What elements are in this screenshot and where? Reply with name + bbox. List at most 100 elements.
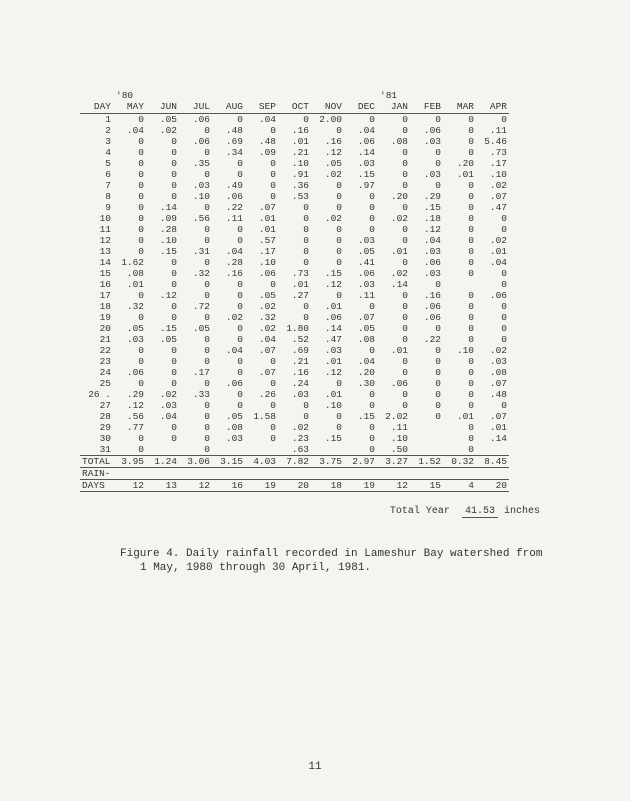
day-cell: 7 [80, 180, 113, 191]
month-header: OCT [278, 101, 311, 114]
value-cell: .01 [311, 389, 344, 400]
value-cell: .32 [179, 268, 212, 279]
value-cell: 0 [113, 356, 146, 367]
value-cell: .15 [146, 323, 179, 334]
table-row: 20.05.15.050.021.80.14.050000 [80, 323, 509, 334]
table-row: 30000.030.23.150.100.14 [80, 433, 509, 444]
value-cell: 0 [344, 202, 377, 213]
value-cell: 0 [212, 169, 245, 180]
total-year-value: 41.53 [462, 506, 498, 518]
value-cell: 0 [377, 202, 410, 213]
value-cell: 0 [377, 356, 410, 367]
value-cell: .08 [344, 334, 377, 345]
value-cell: 0 [113, 246, 146, 257]
value-cell: .04 [113, 125, 146, 136]
value-cell: 0 [311, 224, 344, 235]
day-cell: 27 [80, 400, 113, 411]
value-cell: 0 [146, 257, 179, 268]
value-cell: .06 [179, 114, 212, 126]
value-cell: 0 [146, 422, 179, 433]
table-row: 4000.34.09.21.12.14000.73 [80, 147, 509, 158]
value-cell: .48 [245, 136, 278, 147]
table-row: 600000.91.02.150.03.01.10 [80, 169, 509, 180]
value-cell [410, 444, 443, 456]
value-cell: 0 [377, 125, 410, 136]
value-cell: 0 [344, 345, 377, 356]
value-cell: .02 [377, 213, 410, 224]
value-cell: .01 [245, 224, 278, 235]
value-cell: 0 [278, 235, 311, 246]
table-row: 110.2800.010000.1200 [80, 224, 509, 235]
value-cell: 0 [311, 235, 344, 246]
value-cell: 0 [410, 180, 443, 191]
value-cell: .24 [278, 378, 311, 389]
value-cell: 0 [377, 235, 410, 246]
month-header: AUG [212, 101, 245, 114]
value-cell: 0 [245, 433, 278, 444]
value-cell: .01 [278, 136, 311, 147]
value-cell: .04 [245, 334, 278, 345]
value-cell: 0 [377, 290, 410, 301]
value-cell: .47 [476, 202, 509, 213]
value-cell: .32 [245, 312, 278, 323]
total-row: TOTAL 3.95 1.24 3.06 3.15 4.03 7.82 3.75… [80, 456, 509, 468]
value-cell: 0 [146, 136, 179, 147]
value-cell: .48 [476, 389, 509, 400]
month-header: SEP [245, 101, 278, 114]
value-cell: 0 [278, 257, 311, 268]
value-cell: .20 [344, 367, 377, 378]
value-cell: .17 [476, 158, 509, 169]
value-cell: .16 [311, 136, 344, 147]
value-cell [476, 444, 509, 456]
value-cell: .06 [179, 136, 212, 147]
value-cell: .05 [179, 323, 212, 334]
value-cell: 0 [212, 323, 245, 334]
value-cell: 0 [410, 356, 443, 367]
value-cell: 0 [212, 279, 245, 290]
value-cell: .04 [146, 411, 179, 422]
value-cell [410, 422, 443, 433]
value-cell: 0 [311, 202, 344, 213]
value-cell: 0 [179, 125, 212, 136]
value-cell: 0 [410, 114, 443, 126]
value-cell: .26 [245, 389, 278, 400]
value-cell: .18 [410, 213, 443, 224]
value-cell: 0 [443, 257, 476, 268]
rain-label: RAIN- [80, 468, 113, 480]
value-cell: 0 [278, 114, 311, 126]
table-row: 2300000.21.01.04000.03 [80, 356, 509, 367]
value-cell: 0 [443, 268, 476, 279]
value-cell: .02 [476, 345, 509, 356]
day-cell: 29 [80, 422, 113, 433]
day-cell: 18 [80, 301, 113, 312]
day-cell: 31 [80, 444, 113, 456]
day-cell: 3 [80, 136, 113, 147]
value-cell: .01 [377, 345, 410, 356]
value-cell: .07 [245, 345, 278, 356]
value-cell: .53 [278, 191, 311, 202]
value-cell: .31 [179, 246, 212, 257]
rain-days-row: DAYS 12 13 12 16 19 20 18 19 12 15 4 20 [80, 480, 509, 492]
value-cell: 0 [377, 158, 410, 169]
value-cell: .09 [245, 147, 278, 158]
value-cell: .16 [278, 367, 311, 378]
value-cell: 0 [476, 224, 509, 235]
value-cell: 0 [113, 235, 146, 246]
value-cell: 0 [377, 147, 410, 158]
total-year: Total Year 41.53 inches [80, 506, 570, 517]
page-number: 11 [0, 761, 630, 773]
value-cell: 0 [179, 224, 212, 235]
value-cell: 0 [179, 378, 212, 389]
value-cell: 0 [245, 125, 278, 136]
day-cell: 24 [80, 367, 113, 378]
value-cell: 0 [146, 279, 179, 290]
value-cell: 0 [476, 301, 509, 312]
value-cell: 1.80 [278, 323, 311, 334]
value-cell: .03 [146, 400, 179, 411]
value-cell: 0 [146, 147, 179, 158]
value-cell: .12 [311, 147, 344, 158]
value-cell: .01 [245, 213, 278, 224]
value-cell: 0 [179, 334, 212, 345]
total-year-units: inches [504, 506, 540, 517]
value-cell: 0 [278, 202, 311, 213]
